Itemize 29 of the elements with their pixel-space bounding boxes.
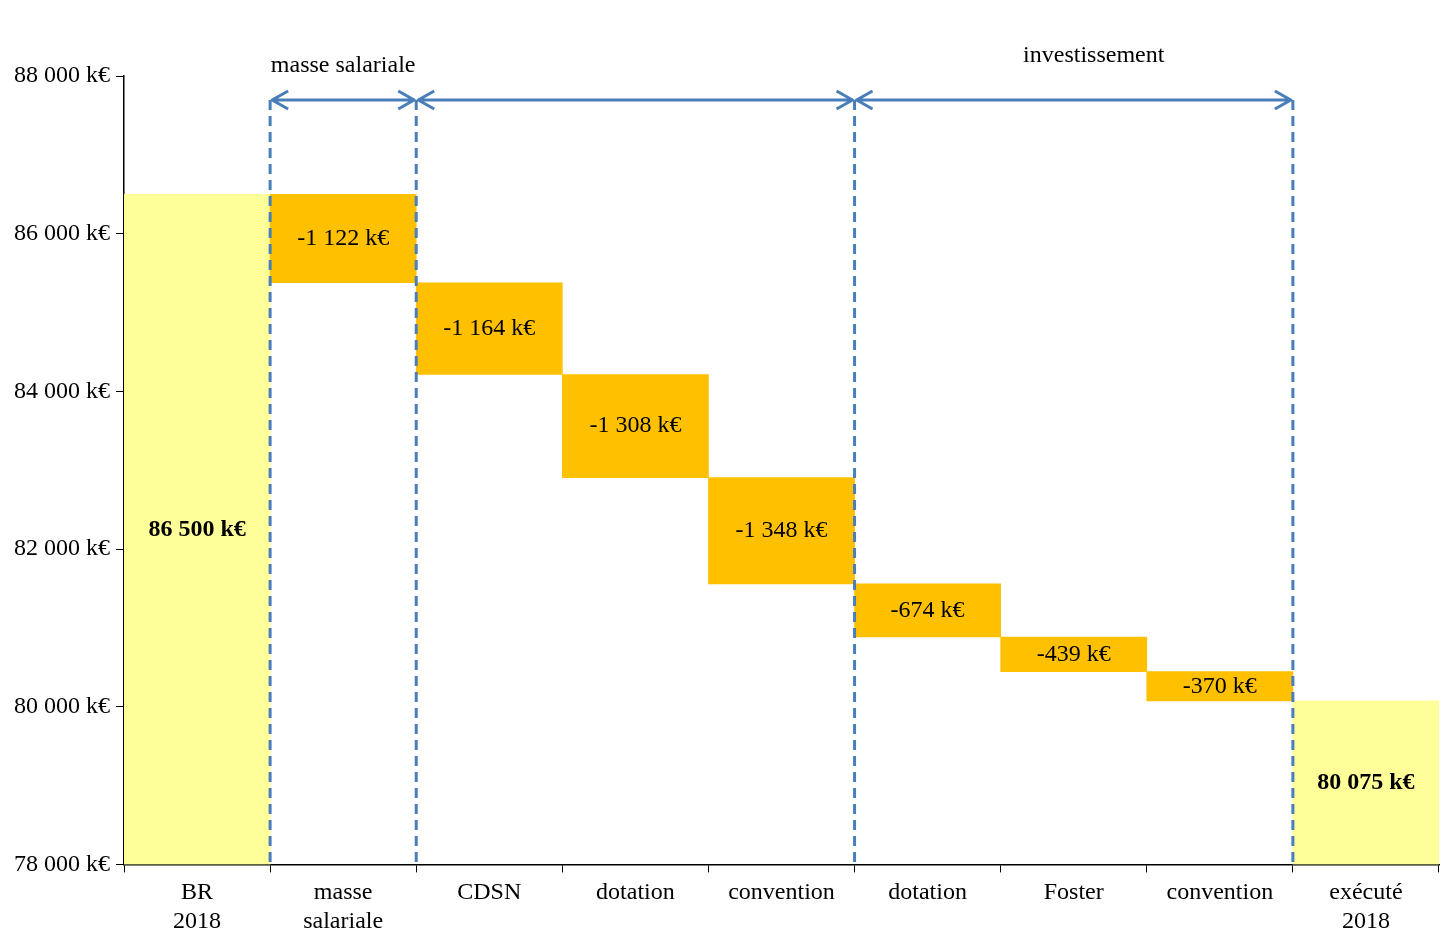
x-tick-label: convention [728,878,835,905]
y-tick-label: 88 000 k€ [14,61,110,88]
bar [1292,700,1439,865]
y-tick-label: 86 000 k€ [14,218,110,245]
bar [269,193,417,284]
y-tick-label: 80 000 k€ [14,692,110,719]
x-tick-label: Foster [1043,878,1104,905]
data-label: -370 k€ [1182,671,1257,698]
x-tick-label: CDSN [457,878,522,905]
annotation: masse salariale [270,51,416,78]
x-tick-label: masse salariale [303,878,384,933]
data-label: -1 164 k€ [443,313,536,340]
x-tick-label: dotation [596,878,675,905]
bar [124,193,271,865]
data-label: 80 075 k€ [1317,767,1415,794]
y-tick-label: 78 000 k€ [14,849,110,876]
x-tick-label: convention [1166,878,1274,905]
data-label: -1 122 k€ [297,223,390,250]
data-label: -1 348 k€ [735,516,828,543]
y-tick-label: 84 000 k€ [14,376,110,403]
x-tick-label: dotation [888,878,967,905]
data-label: -674 k€ [890,595,965,622]
data-label: -439 k€ [1036,639,1111,666]
text: investissement [1023,41,1165,68]
x-tick-label: BR 2018 [173,878,222,933]
x-tick-label: exécuté 2018 [1329,878,1403,933]
y-tick-label: 82 000 k€ [14,534,110,561]
data-label: 86 500 k€ [148,514,246,541]
data-label: -1 308 k€ [589,411,682,438]
